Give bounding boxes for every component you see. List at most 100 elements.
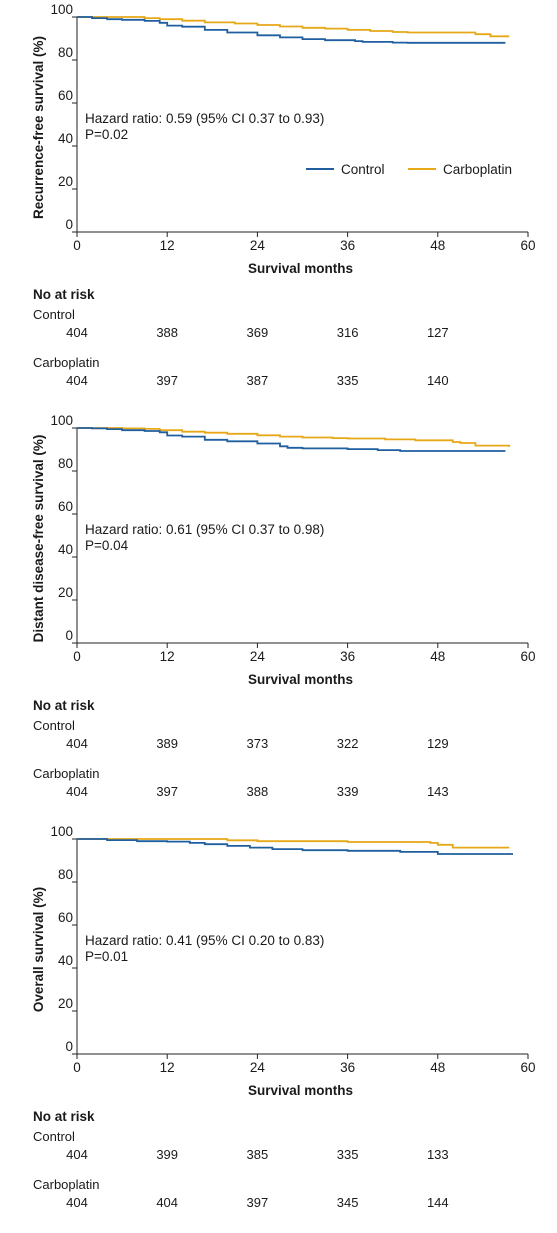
at-risk-count: 404 (66, 736, 88, 751)
y-tick-label: 80 (58, 867, 73, 882)
x-axis-title: Survival months (248, 261, 353, 276)
at-risk-title: No at risk (33, 1109, 95, 1124)
x-tick-label: 48 (430, 649, 445, 664)
y-tick-label: 100 (50, 2, 73, 17)
y-tick-label: 40 (58, 953, 73, 968)
at-risk-group-label: Carboplatin (33, 1177, 100, 1192)
survival-curve-carboplatin (77, 838, 510, 849)
at-risk-count: 322 (336, 736, 359, 751)
x-tick-label: 36 (340, 1060, 355, 1075)
x-tick-label: 48 (430, 1060, 445, 1075)
at-risk-count: 129 (426, 736, 449, 751)
x-axis-title: Survival months (248, 1083, 353, 1098)
hazard-ratio-annotation: Hazard ratio: 0.61 (95% CI 0.37 to 0.98) (85, 522, 324, 537)
survival-curve-carboplatin (77, 16, 510, 38)
at-risk-count: 388 (246, 784, 269, 799)
y-tick-label: 20 (58, 174, 73, 189)
at-risk-count: 399 (156, 1147, 179, 1162)
survival-curve-control (77, 16, 506, 44)
at-risk-group-label: Control (33, 718, 75, 733)
at-risk-count: 397 (156, 373, 179, 388)
at-risk-count: 316 (336, 325, 359, 340)
at-risk-count: 404 (156, 1195, 179, 1210)
at-risk-count: 143 (426, 784, 449, 799)
x-axis-title: Survival months (248, 672, 353, 687)
at-risk-count: 404 (66, 325, 88, 340)
y-tick-label: 40 (58, 542, 73, 557)
km-plot-1: 0 20 40 60 80 100 0 12 24 36 48 60 Recurrence-free s… (31, 2, 536, 276)
at-risk-count: 369 (246, 325, 269, 340)
at-risk-count: 397 (246, 1195, 269, 1210)
p-value-annotation: P=0.01 (85, 949, 128, 964)
y-tick-label: 20 (58, 585, 73, 600)
at-risk-count: 335 (336, 373, 359, 388)
y-tick-label: 100 (50, 824, 73, 839)
x-tick-label: 12 (160, 649, 175, 664)
x-tick-label: 0 (73, 649, 81, 664)
y-tick-label: 60 (58, 88, 73, 103)
at-risk-count: 385 (246, 1147, 269, 1162)
survival-curve-control (77, 838, 513, 855)
at-risk-count: 127 (426, 325, 449, 340)
y-tick-label: 0 (65, 217, 73, 232)
at-risk-count: 404 (66, 784, 88, 799)
survival-panel-3: 0 20 40 60 80 100 0 12 24 36 48 60 Overall survival … (0, 822, 557, 1233)
at-risk-count: 373 (246, 736, 269, 751)
p-value-annotation: P=0.04 (85, 538, 129, 553)
legend: Control Carboplatin (306, 162, 512, 177)
y-tick-label: 80 (58, 45, 73, 60)
at-risk-group-label: Carboplatin (33, 355, 100, 370)
at-risk-title: No at risk (33, 287, 95, 302)
survival-panel-2: 0 20 40 60 80 100 0 12 24 36 48 60 Distant disease-f… (0, 411, 557, 822)
x-tick-label: 12 (160, 238, 175, 253)
p-value-annotation: P=0.02 (85, 127, 128, 142)
at-risk-title: No at risk (33, 698, 95, 713)
at-risk-count: 345 (336, 1195, 359, 1210)
y-tick-label: 0 (65, 628, 73, 643)
y-tick-label: 0 (65, 1039, 73, 1054)
at-risk-count: 397 (156, 784, 179, 799)
km-plot-3: 0 20 40 60 80 100 0 12 24 36 48 60 Overall survival … (31, 824, 536, 1098)
at-risk-group-label: Carboplatin (33, 766, 100, 781)
at-risk-count: 339 (336, 784, 359, 799)
at-risk-count: 404 (66, 1195, 88, 1210)
y-tick-label: 60 (58, 499, 73, 514)
at-risk-count: 133 (426, 1147, 449, 1162)
hazard-ratio-annotation: Hazard ratio: 0.41 (95% CI 0.20 to 0.83) (85, 933, 324, 948)
x-tick-label: 0 (73, 1060, 81, 1075)
x-tick-label: 60 (520, 649, 535, 664)
x-tick-label: 60 (520, 238, 535, 253)
hazard-ratio-annotation: Hazard ratio: 0.59 (95% CI 0.37 to 0.93) (85, 111, 324, 126)
survival-panel-1: 0 20 40 60 80 100 0 12 24 36 48 60 Recurrence-free s… (0, 0, 557, 411)
x-tick-label: 36 (340, 238, 355, 253)
y-tick-label: 80 (58, 456, 73, 471)
y-axis-title: Recurrence-free survival (%) (31, 36, 46, 219)
legend-label-control: Control (341, 162, 385, 177)
y-axis-title: Distant disease-free survival (%) (31, 435, 46, 643)
at-risk-count: 404 (66, 1147, 88, 1162)
x-tick-label: 36 (340, 649, 355, 664)
x-tick-label: 60 (520, 1060, 535, 1075)
y-tick-label: 60 (58, 910, 73, 925)
x-tick-label: 24 (250, 649, 266, 664)
at-risk-group-label: Control (33, 1129, 75, 1144)
survival-curve-control (77, 427, 506, 452)
at-risk-count: 404 (66, 373, 88, 388)
at-risk-count: 388 (156, 325, 179, 340)
at-risk-count: 335 (336, 1147, 359, 1162)
legend-label-carboplatin: Carboplatin (443, 162, 512, 177)
at-risk-count: 389 (156, 736, 179, 751)
at-risk-group-label: Control (33, 307, 75, 322)
km-plot-2: 0 20 40 60 80 100 0 12 24 36 48 60 Distant disease-f… (31, 413, 536, 687)
x-tick-label: 24 (250, 1060, 266, 1075)
x-tick-label: 24 (250, 238, 266, 253)
y-axis-title: Overall survival (%) (31, 887, 46, 1012)
survival-curve-carboplatin (77, 427, 511, 447)
y-tick-label: 20 (58, 996, 73, 1011)
x-tick-label: 12 (160, 1060, 175, 1075)
y-tick-label: 100 (50, 413, 73, 428)
x-tick-label: 0 (73, 238, 81, 253)
x-tick-label: 48 (430, 238, 445, 253)
at-risk-count: 140 (426, 373, 449, 388)
at-risk-count: 387 (246, 373, 269, 388)
